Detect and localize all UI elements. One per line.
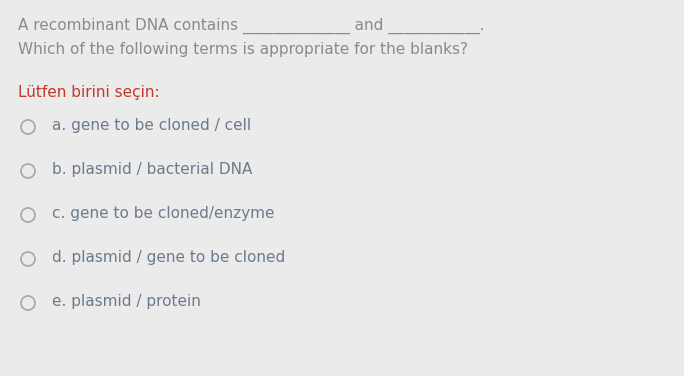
Text: Lütfen birini seçin:: Lütfen birini seçin: <box>18 85 159 100</box>
Text: a. gene to be cloned / cell: a. gene to be cloned / cell <box>52 118 251 133</box>
Text: b. plasmid / bacterial DNA: b. plasmid / bacterial DNA <box>52 162 252 177</box>
Text: A recombinant DNA contains ______________ and ____________.: A recombinant DNA contains _____________… <box>18 18 485 34</box>
Text: c. gene to be cloned/enzyme: c. gene to be cloned/enzyme <box>52 206 274 221</box>
Text: d. plasmid / gene to be cloned: d. plasmid / gene to be cloned <box>52 250 285 265</box>
Text: Which of the following terms is appropriate for the blanks?: Which of the following terms is appropri… <box>18 42 468 57</box>
Text: e. plasmid / protein: e. plasmid / protein <box>52 294 201 309</box>
